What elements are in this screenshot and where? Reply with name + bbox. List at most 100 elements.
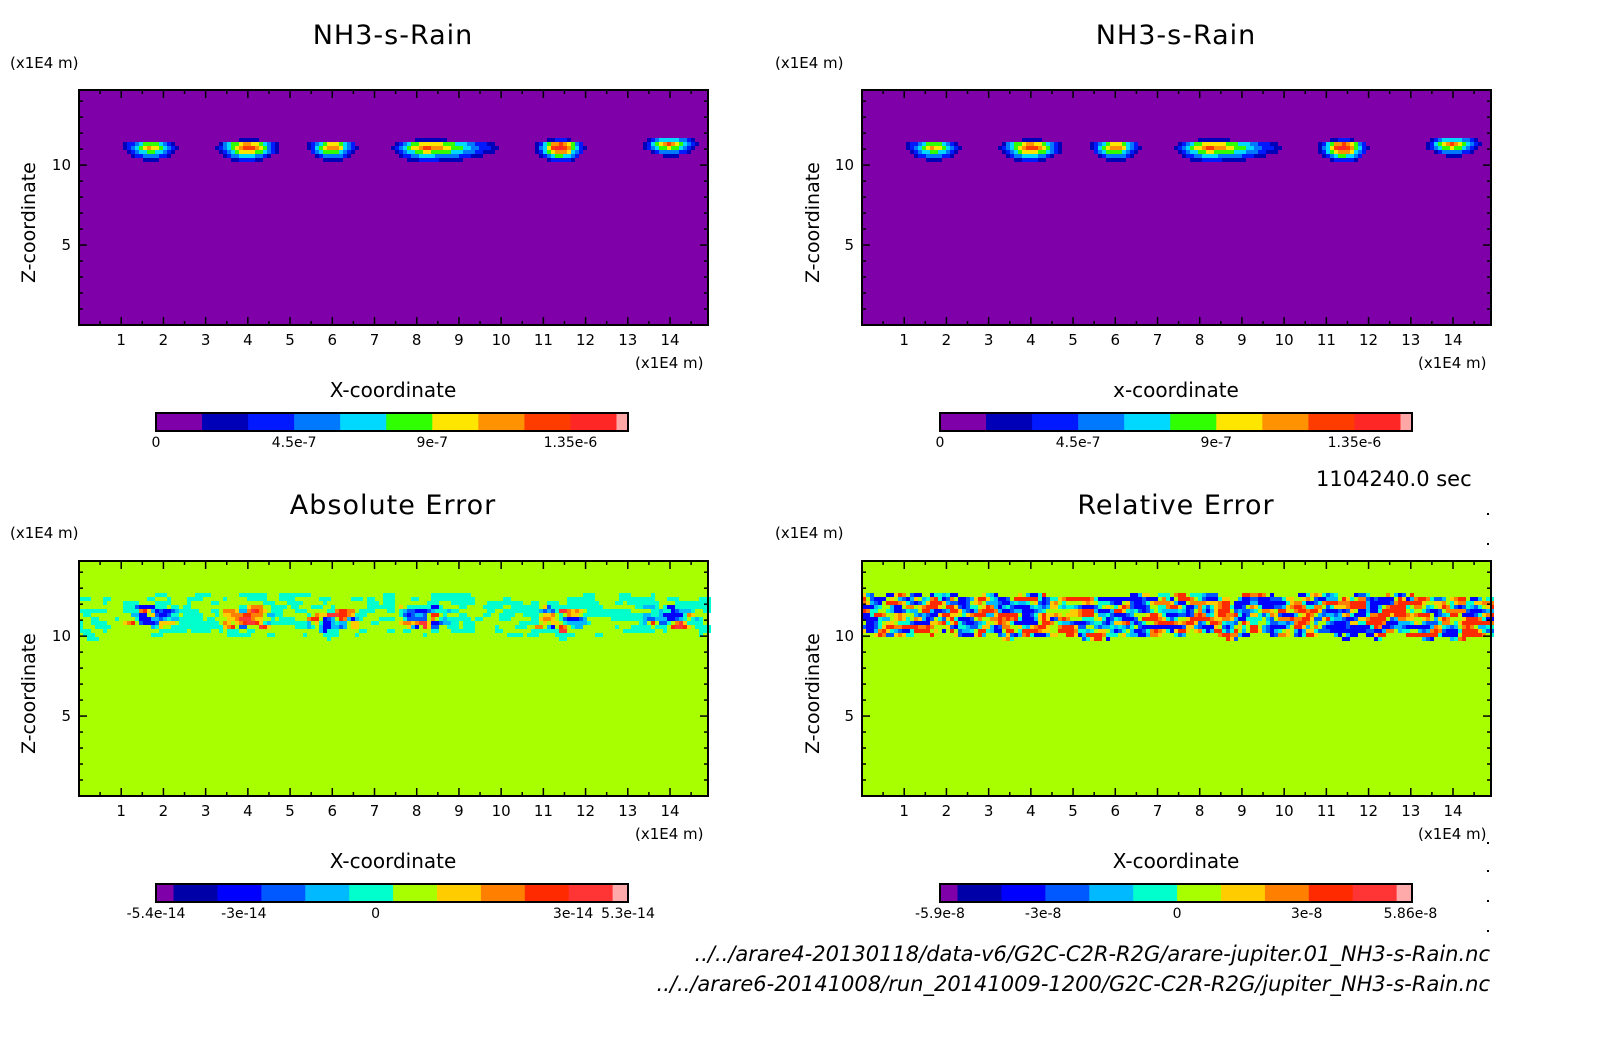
field-cell <box>375 621 379 625</box>
field-cell <box>1414 601 1418 605</box>
field-cell <box>79 597 83 601</box>
field-cell <box>1186 629 1190 633</box>
field-cell <box>319 146 323 150</box>
field-cell <box>1098 146 1102 150</box>
field-cell <box>958 625 962 629</box>
field-cell <box>671 146 675 150</box>
field-cell <box>319 621 323 625</box>
field-cell <box>127 601 131 605</box>
field-cell <box>1046 154 1050 158</box>
field-cell <box>1426 609 1430 613</box>
field-cell <box>898 617 902 621</box>
field-cell <box>1118 617 1122 621</box>
field-cell <box>1462 625 1466 629</box>
field-cell <box>1330 597 1334 601</box>
field-cell <box>411 597 415 601</box>
field-cell <box>1430 637 1434 641</box>
marker-dot <box>1487 870 1489 872</box>
field-cell <box>1142 593 1146 597</box>
field-cell <box>319 629 323 633</box>
field-cell <box>1206 150 1210 154</box>
field-cell <box>411 617 415 621</box>
field-cell <box>227 146 231 150</box>
field-cell <box>1346 154 1350 158</box>
field-cell <box>1290 617 1294 621</box>
field-cell <box>255 150 259 154</box>
field-cell <box>227 629 231 633</box>
field-cell <box>391 605 395 609</box>
field-cell <box>1202 138 1206 142</box>
field-cell <box>131 605 135 609</box>
field-cell <box>243 138 247 142</box>
field-cell <box>247 617 251 621</box>
field-cell <box>1430 621 1434 625</box>
field-cell <box>1462 138 1466 142</box>
field-cell <box>922 613 926 617</box>
field-cell <box>267 613 271 617</box>
field-cell <box>1470 146 1474 150</box>
field-cell <box>563 617 567 621</box>
field-cell <box>1338 609 1342 613</box>
field-cell <box>559 617 563 621</box>
field-cell <box>1274 601 1278 605</box>
field-cell <box>1278 617 1282 621</box>
field-cell <box>978 629 982 633</box>
field-cell <box>627 617 631 621</box>
field-cell <box>163 150 167 154</box>
field-cell <box>259 593 263 597</box>
field-cell <box>535 629 539 633</box>
field-cell <box>303 593 307 597</box>
field-cell <box>930 142 934 146</box>
field-cell <box>243 605 247 609</box>
field-cell <box>918 146 922 150</box>
field-cell <box>1286 625 1290 629</box>
field-cell <box>966 605 970 609</box>
field-cell <box>251 593 255 597</box>
field-cell <box>675 154 679 158</box>
field-cell <box>1106 605 1110 609</box>
field-cell <box>335 142 339 146</box>
field-cell <box>1234 146 1238 150</box>
field-cell <box>1354 158 1358 162</box>
field-cell <box>155 605 159 609</box>
field-cell <box>1342 158 1346 162</box>
field-cell <box>139 150 143 154</box>
field-cell <box>415 142 419 146</box>
field-cell <box>403 621 407 625</box>
field-cell <box>467 601 471 605</box>
field-cell <box>1434 601 1438 605</box>
field-cell <box>107 625 111 629</box>
field-cell <box>335 613 339 617</box>
field-cell <box>1190 150 1194 154</box>
field-cell <box>1438 625 1442 629</box>
field-cell <box>623 609 627 613</box>
field-cell <box>1270 625 1274 629</box>
field-cell <box>1274 633 1278 637</box>
colorbar-segment <box>1352 884 1398 902</box>
field-cells <box>79 593 711 641</box>
field-cell <box>439 593 443 597</box>
field-cell <box>407 629 411 633</box>
field-cell <box>1254 613 1258 617</box>
field-cell <box>962 605 966 609</box>
field-cell <box>1346 601 1350 605</box>
field-cell <box>982 633 986 637</box>
field-cell <box>1210 625 1214 629</box>
field-cell <box>1390 629 1394 633</box>
field-cell <box>1126 154 1130 158</box>
field-cell <box>539 150 543 154</box>
field-cell <box>1118 621 1122 625</box>
field-cell <box>679 146 683 150</box>
field-cell <box>1394 625 1398 629</box>
field-cell <box>451 597 455 601</box>
field-cell <box>946 625 950 629</box>
field-cell <box>583 605 587 609</box>
x-tick-label: 5 <box>1068 802 1078 820</box>
field-cell <box>1186 609 1190 613</box>
field-cell <box>1082 605 1086 609</box>
field-cell <box>207 629 211 633</box>
colorbar-tick-label: 1.35e-6 <box>543 435 598 451</box>
field-cell <box>1226 142 1230 146</box>
field-cell <box>575 625 579 629</box>
field-cell <box>1358 625 1362 629</box>
